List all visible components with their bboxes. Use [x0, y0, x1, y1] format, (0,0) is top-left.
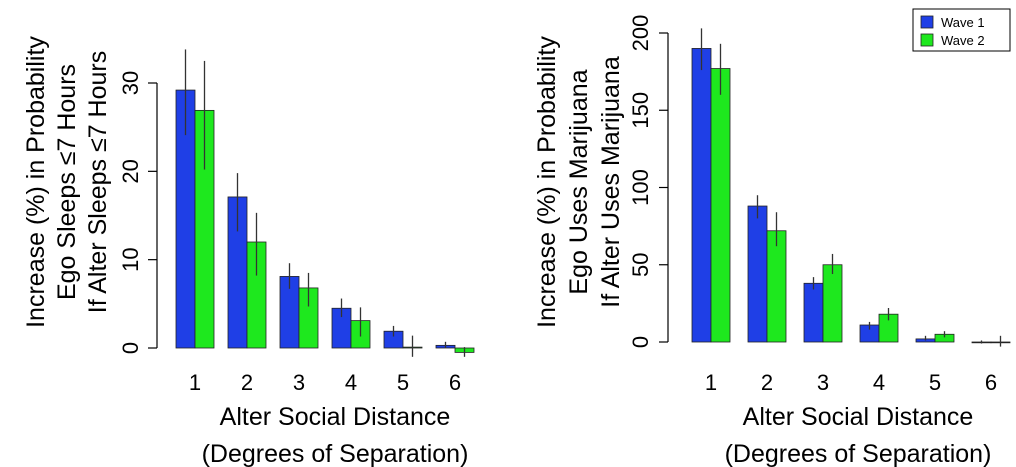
y-axis-title: Ego Uses Marijuana: [565, 69, 593, 294]
legend-label: Wave 1: [941, 15, 985, 30]
x-category-label: 1: [189, 370, 201, 395]
legend-swatch-wave2: [920, 33, 934, 47]
x-category-label: 6: [985, 370, 997, 395]
y-tick-label: 30: [118, 71, 143, 95]
y-axis-title: Increase (%) in Probability: [22, 36, 50, 328]
y-tick-label: 20: [118, 159, 143, 183]
y-tick-label: 150: [628, 92, 653, 129]
x-axis-title: (Degrees of Separation): [725, 440, 992, 467]
x-category-label: 4: [345, 370, 357, 395]
legend: Wave 1 Wave 2: [912, 8, 1011, 52]
y-tick-label: 0: [118, 342, 143, 354]
x-category-label: 2: [241, 370, 253, 395]
x-category-label: 5: [397, 370, 409, 395]
x-category-label: 6: [449, 370, 461, 395]
bar-wave2-cat3: [822, 264, 843, 343]
y-tick-label: 100: [628, 169, 653, 206]
bar-wave1-cat3: [803, 282, 824, 343]
y-tick-label: 10: [118, 247, 143, 271]
bar-wave2-cat2: [766, 230, 787, 343]
x-axis-title: Alter Social Distance: [220, 403, 451, 431]
bar-wave1-cat2: [747, 205, 768, 343]
x-category-label: 1: [705, 370, 717, 395]
x-category-label: 3: [293, 370, 305, 395]
y-axis-title: If Alter Sleeps ≤7 Hours: [84, 51, 112, 313]
y-tick-label: 0: [628, 336, 653, 348]
x-category-label: 3: [817, 370, 829, 395]
chart-right-marijuana: 0 50 100 150 200 1 2 3 4 5 6 Alter Social Distance (…: [533, 8, 1011, 467]
y-tick-label: 50: [628, 253, 653, 277]
y-tick-label: 200: [628, 15, 653, 52]
y-axis-title: If Alter Uses Marijuana: [597, 56, 625, 308]
bar-wave2-cat1: [710, 68, 731, 343]
legend-label: Wave 2: [941, 33, 985, 48]
bar-wave1-cat1: [691, 48, 712, 343]
x-category-label: 2: [761, 370, 773, 395]
y-axis-title: Ego Sleeps ≤7 Hours: [53, 64, 81, 300]
legend-swatch-wave1: [920, 15, 934, 29]
chart-left-sleep: 0 10 20 30 1 2 3 4 5 6 Alter Social Distance (Degre…: [22, 36, 475, 467]
x-axis-title: Alter Social Distance: [743, 403, 974, 431]
x-category-label: 5: [929, 370, 941, 395]
y-axis-title: Increase (%) in Probability: [533, 36, 561, 328]
x-category-label: 4: [873, 370, 885, 395]
x-axis-title: (Degrees of Separation): [202, 440, 469, 467]
